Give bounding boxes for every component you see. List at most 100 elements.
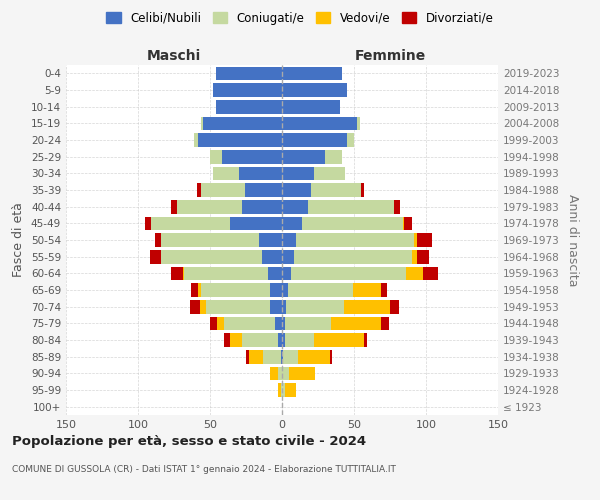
Bar <box>271 366 278 380</box>
Bar <box>216 100 282 114</box>
Bar <box>278 366 282 380</box>
Bar <box>298 350 329 364</box>
Bar <box>406 266 423 280</box>
Bar <box>145 216 151 230</box>
Bar <box>282 133 347 147</box>
Bar <box>296 233 415 247</box>
Bar <box>224 316 275 330</box>
Bar <box>271 283 282 297</box>
Bar <box>203 116 282 130</box>
Bar <box>282 100 340 114</box>
Bar <box>285 333 314 347</box>
Bar <box>246 350 249 364</box>
Bar <box>182 266 184 280</box>
Bar <box>282 283 288 297</box>
Bar <box>224 333 230 347</box>
Bar <box>151 216 230 230</box>
Bar <box>171 266 182 280</box>
Bar <box>285 316 331 330</box>
Bar <box>382 316 389 330</box>
Bar <box>268 266 282 280</box>
Legend: Celibi/Nubili, Coniugati/e, Vedovi/e, Divorziati/e: Celibi/Nubili, Coniugati/e, Vedovi/e, Di… <box>100 6 500 30</box>
Bar <box>282 183 311 197</box>
Bar <box>382 283 387 297</box>
Bar <box>288 283 353 297</box>
Bar <box>217 316 224 330</box>
Bar <box>285 383 296 397</box>
Bar <box>282 200 308 213</box>
Bar <box>331 316 382 330</box>
Bar <box>200 300 206 314</box>
Bar <box>278 383 281 397</box>
Bar <box>278 333 282 347</box>
Bar <box>245 183 282 197</box>
Bar <box>293 250 412 264</box>
Bar <box>155 233 161 247</box>
Bar <box>282 116 357 130</box>
Bar <box>259 233 282 247</box>
Bar <box>242 333 278 347</box>
Bar <box>190 300 200 314</box>
Bar <box>282 383 285 397</box>
Bar <box>290 266 406 280</box>
Bar <box>230 216 282 230</box>
Bar <box>282 150 325 164</box>
Bar <box>325 150 343 164</box>
Bar <box>197 183 202 197</box>
Bar <box>275 316 282 330</box>
Bar <box>282 233 296 247</box>
Bar <box>418 233 432 247</box>
Bar <box>184 266 268 280</box>
Bar <box>390 300 398 314</box>
Bar <box>221 150 282 164</box>
Bar <box>202 283 271 297</box>
Bar <box>347 133 354 147</box>
Bar <box>282 366 289 380</box>
Y-axis label: Anni di nascita: Anni di nascita <box>566 194 579 286</box>
Bar <box>213 83 282 97</box>
Bar <box>329 350 332 364</box>
Bar <box>210 316 217 330</box>
Bar <box>418 250 429 264</box>
Text: Femmine: Femmine <box>355 48 425 62</box>
Bar <box>161 250 262 264</box>
Bar <box>271 300 282 314</box>
Bar <box>308 200 394 213</box>
Bar <box>302 216 403 230</box>
Bar <box>216 66 282 80</box>
Bar <box>282 333 285 347</box>
Bar <box>249 350 263 364</box>
Bar <box>161 233 259 247</box>
Text: Maschi: Maschi <box>147 48 201 62</box>
Bar <box>353 283 382 297</box>
Bar <box>403 216 404 230</box>
Bar <box>213 166 239 180</box>
Bar <box>199 283 202 297</box>
Bar <box>412 250 418 264</box>
Bar <box>282 250 293 264</box>
Bar <box>194 133 199 147</box>
Bar <box>282 83 347 97</box>
Bar <box>282 300 286 314</box>
Bar <box>361 183 364 197</box>
Bar <box>357 116 360 130</box>
Bar <box>282 166 314 180</box>
Bar <box>199 133 282 147</box>
Bar <box>202 116 203 130</box>
Bar <box>344 300 390 314</box>
Bar <box>404 216 412 230</box>
Bar <box>364 333 367 347</box>
Bar <box>230 333 242 347</box>
Bar <box>242 200 282 213</box>
Bar <box>282 350 283 364</box>
Bar <box>314 166 346 180</box>
Bar <box>282 316 285 330</box>
Bar <box>314 333 364 347</box>
Bar <box>281 350 282 364</box>
Text: Popolazione per età, sesso e stato civile - 2024: Popolazione per età, sesso e stato civil… <box>12 435 366 448</box>
Bar <box>281 383 282 397</box>
Bar <box>239 166 282 180</box>
Text: COMUNE DI GUSSOLA (CR) - Dati ISTAT 1° gennaio 2024 - Elaborazione TUTTITALIA.IT: COMUNE DI GUSSOLA (CR) - Dati ISTAT 1° g… <box>12 465 396 474</box>
Bar <box>282 66 343 80</box>
Bar <box>191 283 199 297</box>
